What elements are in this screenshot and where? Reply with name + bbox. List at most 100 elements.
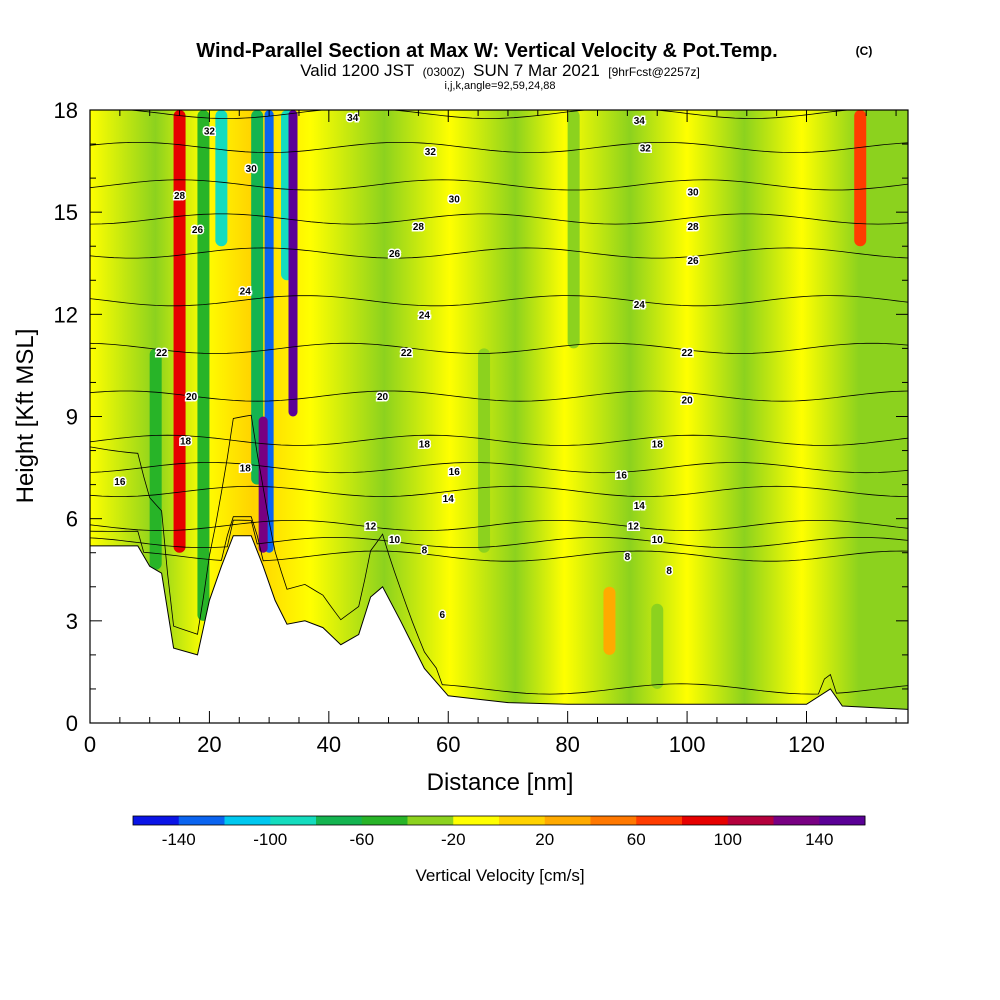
y-axis-label: Height [Kft MSL]: [12, 329, 39, 504]
contour-label: 18: [419, 440, 431, 451]
theta-contour-line: [90, 342, 908, 354]
velocity-plume: [251, 110, 264, 485]
theta-contour-line: [90, 390, 908, 402]
contour-label: 28: [174, 191, 186, 202]
contour-label: 10: [389, 535, 401, 546]
velocity-plume: [603, 586, 616, 655]
theta-contour-line: [90, 462, 908, 474]
colorbar-swatch: [727, 816, 774, 825]
contour-label: 26: [687, 256, 699, 267]
colorbar-tick-label: 60: [627, 830, 646, 849]
contour-label: 12: [365, 521, 377, 532]
plot-area: 34 34 32 32 32 30 30 30 28 28 28 26 26 26 24 24 24 22 22 22…: [90, 110, 908, 723]
subtitle-valid-time: Valid 1200 JST: [300, 61, 414, 80]
contour-label: 8: [666, 566, 672, 577]
colorbar-swatch: [178, 816, 225, 825]
colorbar-swatch: [270, 816, 317, 825]
colorbar-swatch: [133, 816, 180, 825]
y-tick-label: 3: [66, 609, 78, 634]
colorbar-tick-label: 100: [714, 830, 742, 849]
contour-label: 24: [240, 286, 252, 297]
colorbar-swatch: [407, 816, 454, 825]
velocity-plume: [288, 110, 298, 417]
x-tick-label: 20: [197, 732, 221, 757]
contour-label: 32: [640, 143, 652, 154]
colorbar-swatch: [773, 816, 820, 825]
contour-label: 34: [634, 116, 646, 127]
contour-labels: 34 34 32 32 32 30 30 30 28 28 28 26 26 26 24 24 24 22 22 22…: [113, 111, 701, 622]
theta-contour-line: [90, 520, 908, 532]
contour-label: 14: [443, 494, 455, 505]
x-tick-label: 120: [788, 732, 825, 757]
y-tick-label: 15: [54, 200, 78, 225]
terrain-mask: [90, 535, 908, 723]
contour-label: 26: [192, 225, 204, 236]
chart-params: i,j,k,angle=92,59,24,88: [444, 80, 555, 92]
contour-label: 28: [413, 222, 425, 233]
theta-contours: [90, 110, 908, 695]
velocity-plume: [651, 603, 664, 689]
colorbar-tick-label: -140: [162, 830, 196, 849]
colorbar-tick-label: 140: [805, 830, 833, 849]
theta-contour-line: [90, 414, 908, 695]
colorbar-swatch: [590, 816, 637, 825]
contour-label: 32: [425, 147, 437, 158]
colorbar-swatch: [316, 816, 363, 825]
colorbar-swatch: [361, 816, 408, 825]
colorbar-swatch: [544, 816, 591, 825]
contour-label: 8: [422, 545, 428, 556]
contour-label: 16: [114, 477, 126, 488]
chart-subtitle: Valid 1200 JST (0300Z) SUN 7 Mar 2021 [9…: [300, 61, 700, 80]
subtitle-date: SUN 7 Mar 2021: [473, 61, 600, 80]
colorbar-tick-label: -60: [349, 830, 374, 849]
y-tick-label: 12: [54, 302, 78, 327]
contour-label: 18: [652, 440, 664, 451]
contour-label: 6: [439, 610, 445, 621]
velocity-plume: [173, 110, 186, 553]
y-tick-label: 9: [66, 405, 78, 430]
contour-label: 20: [377, 392, 389, 403]
theta-contour-line: [90, 213, 908, 225]
contour-label: 10: [652, 535, 664, 546]
colorbar-swatch: [819, 816, 866, 825]
colorbar-swatch: [453, 816, 500, 825]
colorbar: -140 -100 -60 -20 20 60 100 140: [132, 815, 866, 849]
velocity-plume: [149, 348, 162, 570]
contour-label: 34: [347, 113, 359, 124]
velocity-plume: [567, 110, 580, 349]
x-axis-label: Distance [nm]: [427, 769, 574, 796]
contour-label: 20: [682, 395, 694, 406]
theta-contour-line: [90, 247, 908, 259]
contour-label: 32: [204, 126, 216, 137]
colorbar-swatch: [636, 816, 683, 825]
x-tick-label: 60: [436, 732, 460, 757]
contour-label: 30: [246, 164, 258, 175]
contour-label: 14: [634, 501, 646, 512]
contour-label: 24: [419, 310, 431, 321]
colorbar-tick-label: 20: [535, 830, 554, 849]
colorbar-swatch: [499, 816, 546, 825]
velocity-plume: [854, 110, 867, 247]
velocity-plume: [197, 110, 210, 621]
colorbar-tick-label: -20: [441, 830, 466, 849]
velocity-plume: [258, 416, 268, 553]
colorbar-swatch: [224, 816, 271, 825]
x-tick-label: 40: [317, 732, 341, 757]
contour-label: 18: [240, 464, 252, 475]
subtitle-forecast: [9hrFcst@2257z]: [608, 65, 700, 79]
contour-label: 18: [180, 436, 192, 447]
x-tick-label: 100: [669, 732, 706, 757]
title-mark: (C): [856, 44, 873, 58]
contour-label: 26: [389, 249, 401, 260]
velocity-plume: [478, 348, 491, 553]
contour-label: 8: [625, 552, 631, 563]
y-tick-label: 6: [66, 507, 78, 532]
contour-label: 16: [616, 470, 628, 481]
velocity-features: [149, 110, 867, 689]
colorbar-label: Vertical Velocity [cm/s]: [415, 866, 584, 885]
x-tick-label: 80: [555, 732, 579, 757]
contour-label: 20: [186, 392, 198, 403]
contour-label: 30: [449, 195, 461, 206]
theta-contour-line: [90, 179, 908, 191]
